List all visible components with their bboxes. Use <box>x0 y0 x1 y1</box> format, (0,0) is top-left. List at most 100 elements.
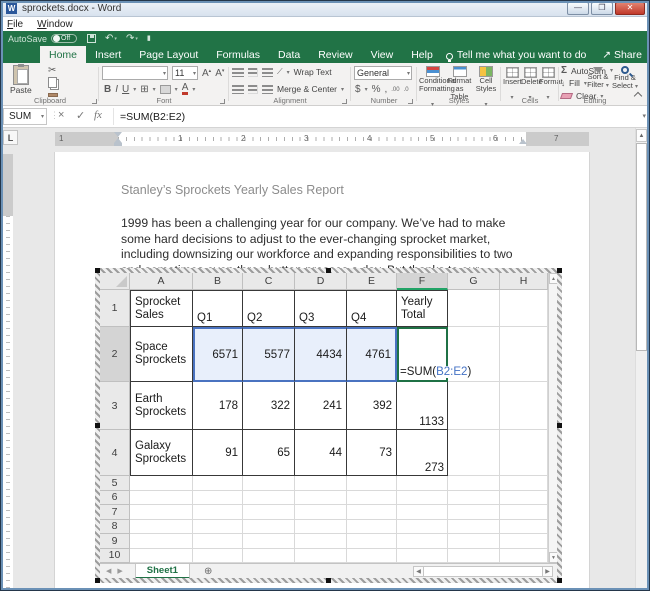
align-top-icon[interactable] <box>232 67 244 77</box>
scrollbar-thumb[interactable] <box>636 143 647 351</box>
cell[interactable] <box>448 505 500 520</box>
resize-handle[interactable] <box>326 578 331 583</box>
cell-g3[interactable] <box>448 382 500 430</box>
find-select-button[interactable]: Find & Select ▾ <box>612 65 638 91</box>
cell[interactable] <box>448 548 500 563</box>
cell[interactable] <box>347 519 397 534</box>
sheet-scrollbar-vertical[interactable]: ▲ ▼ <box>548 273 557 563</box>
cell-f2-active[interactable]: =SUM(B2:E2) <box>397 327 474 382</box>
sheet-scrollbar-horizontal[interactable]: ◀ ▶ <box>413 566 553 577</box>
cell-h1[interactable] <box>500 290 548 327</box>
resize-handle[interactable] <box>557 578 562 583</box>
clear-button[interactable]: Clear ▾ <box>559 91 603 101</box>
cell[interactable] <box>500 476 548 491</box>
menu-window[interactable]: Window <box>37 18 73 30</box>
collapse-ribbon-chevron[interactable] <box>633 91 643 101</box>
col-header-b[interactable]: B <box>193 273 243 290</box>
tab-help[interactable]: Help <box>411 49 433 61</box>
close-button[interactable]: ✕ <box>615 2 645 15</box>
tab-formulas[interactable]: Formulas <box>216 49 261 61</box>
cell[interactable] <box>500 534 548 549</box>
select-all-corner[interactable] <box>100 273 130 290</box>
cell[interactable] <box>448 476 500 491</box>
align-center-icon[interactable] <box>248 84 258 94</box>
col-header-c[interactable]: C <box>243 273 295 290</box>
sort-filter-button[interactable]: Sort & Filter ▾ <box>585 65 611 90</box>
save-icon[interactable] <box>87 34 97 43</box>
increase-decimal-icon[interactable]: .00 <box>391 86 400 93</box>
tab-home[interactable]: Home <box>40 46 87 63</box>
cell-g1[interactable] <box>448 290 500 327</box>
cell-a4[interactable]: Galaxy Sprockets <box>130 430 193 476</box>
insert-function-icon[interactable]: fx <box>94 109 102 121</box>
cell-a3[interactable]: Earth Sprockets <box>130 382 193 430</box>
col-header-e[interactable]: E <box>347 273 397 290</box>
cell[interactable] <box>448 519 500 534</box>
cell[interactable] <box>193 519 243 534</box>
cell[interactable] <box>448 490 500 505</box>
cell[interactable] <box>347 534 397 549</box>
cell[interactable] <box>243 519 295 534</box>
cell[interactable] <box>193 534 243 549</box>
next-sheet-arrow[interactable]: ▶ <box>117 568 123 575</box>
paste-button[interactable]: Paste <box>10 64 32 95</box>
cell[interactable] <box>130 534 193 549</box>
resize-handle[interactable] <box>557 423 562 428</box>
cell[interactable] <box>295 476 347 491</box>
cell-g4[interactable] <box>448 430 500 476</box>
cell[interactable] <box>193 476 243 491</box>
cell-e1[interactable]: Q4 <box>347 290 397 327</box>
tab-insert[interactable]: Insert <box>95 49 122 61</box>
cell-g2[interactable] <box>448 327 500 382</box>
delete-cells-button[interactable]: Delete ▾ <box>521 67 543 104</box>
cell[interactable] <box>347 490 397 505</box>
sheet-scroll-up-arrow[interactable]: ▲ <box>549 273 557 284</box>
cell[interactable] <box>397 490 448 505</box>
row-header-8[interactable]: 8 <box>100 519 130 534</box>
row-header-4[interactable]: 4 <box>100 430 130 476</box>
font-dialog-launcher[interactable] <box>220 99 225 104</box>
customize-qat-icon[interactable]: ▮ <box>146 34 151 42</box>
cell-b4[interactable]: 91 <box>193 430 243 476</box>
minimize-button[interactable]: — <box>567 2 589 15</box>
increase-font-icon[interactable]: A▴ <box>202 67 212 79</box>
cell[interactable] <box>295 548 347 563</box>
row-header-10[interactable]: 10 <box>100 548 130 563</box>
sheet-tab-sheet1[interactable]: Sheet1 <box>134 563 190 578</box>
cell[interactable] <box>500 505 548 520</box>
cell-h3[interactable] <box>500 382 548 430</box>
cut-icon[interactable]: ✂ <box>48 65 57 76</box>
prev-sheet-arrow[interactable]: ◀ <box>106 568 112 575</box>
cell[interactable] <box>397 534 448 549</box>
scroll-up-arrow[interactable]: ▲ <box>636 129 647 142</box>
format-painter-icon[interactable] <box>48 93 58 97</box>
col-header-d[interactable]: D <box>295 273 347 290</box>
cell-d3[interactable]: 241 <box>295 382 347 430</box>
cell[interactable] <box>130 548 193 563</box>
copy-icon[interactable] <box>48 77 57 88</box>
menu-file[interactable]: File <box>7 18 24 30</box>
cell[interactable] <box>295 534 347 549</box>
underline-button[interactable]: U <box>122 83 130 95</box>
font-color-button[interactable]: A <box>181 82 189 95</box>
align-middle-icon[interactable] <box>248 67 258 77</box>
cell-d4[interactable]: 44 <box>295 430 347 476</box>
cell-e2[interactable]: 4761 <box>347 327 397 382</box>
autosum-button[interactable]: Σ AutoSum ▾ <box>561 65 613 76</box>
cell-a1[interactable]: Sprocket Sales <box>130 290 193 327</box>
cell[interactable] <box>243 476 295 491</box>
cell[interactable] <box>130 505 193 520</box>
align-bottom-icon[interactable] <box>262 67 273 77</box>
comma-button[interactable]: , <box>384 84 388 95</box>
italic-button[interactable]: I <box>115 83 119 95</box>
restore-button[interactable]: ❐ <box>591 2 613 15</box>
cell-c2[interactable]: 5577 <box>243 327 295 382</box>
row-header-2[interactable]: 2 <box>100 327 130 382</box>
cell-d1[interactable]: Q3 <box>295 290 347 327</box>
merge-center-button[interactable]: Merge & Center <box>277 84 337 94</box>
cell[interactable] <box>347 548 397 563</box>
undo-dropdown[interactable]: ▾ <box>114 35 117 42</box>
cell[interactable] <box>193 490 243 505</box>
cell[interactable] <box>130 490 193 505</box>
row-header-5[interactable]: 5 <box>100 476 130 491</box>
